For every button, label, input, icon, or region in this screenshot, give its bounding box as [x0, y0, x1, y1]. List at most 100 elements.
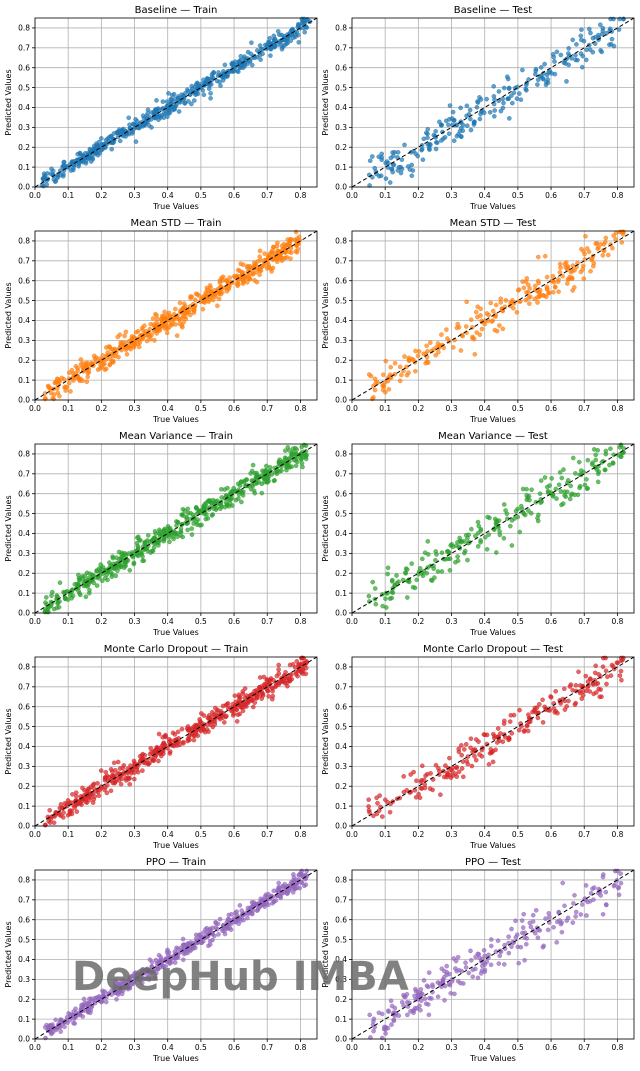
scatter-point [593, 241, 599, 246]
scatter-point [482, 732, 488, 738]
subplot-title: Monte Carlo Dropout — Test [423, 644, 563, 655]
scatter-point [257, 675, 263, 680]
scatter-point [108, 767, 114, 772]
scatter-point [514, 309, 520, 315]
scatter-point [241, 917, 246, 923]
y-tick-label: 0.6 [18, 489, 30, 498]
scatter-point [610, 460, 616, 466]
scatter-point [596, 245, 601, 250]
scatter-point [111, 760, 117, 766]
scatter-point [276, 662, 282, 668]
scatter-point [419, 147, 424, 153]
scatter-point [247, 276, 253, 282]
scatter-point [87, 146, 93, 152]
scatter-point [286, 240, 292, 246]
scatter-point [407, 167, 413, 172]
scatter-point [244, 279, 250, 285]
scatter-point [456, 749, 462, 755]
scatter-point [131, 561, 137, 567]
y-tick-label: 0.1 [335, 589, 347, 598]
x-tick-label: 0.3 [129, 1043, 141, 1052]
scatter-point [473, 309, 479, 315]
scatter-point [75, 373, 80, 379]
scatter-point [507, 523, 513, 529]
scatter-point [198, 508, 204, 513]
scatter-point [63, 388, 68, 393]
x-tick-label: 0.1 [62, 617, 74, 626]
scatter-point [175, 729, 181, 735]
scatter-point [263, 463, 269, 469]
subplot-title: Monte Carlo Dropout — Train [104, 644, 248, 655]
scatter-point [468, 116, 473, 122]
scatter-point [573, 683, 579, 688]
scatter-point [171, 91, 177, 97]
scatter-point [479, 754, 485, 759]
scatter-point [80, 159, 86, 165]
y-axis-label: Predicted Values [4, 282, 13, 348]
scatter-point [492, 108, 498, 113]
scatter-point [258, 57, 263, 63]
scatter-point [593, 452, 599, 458]
scatter-point [230, 503, 235, 508]
scatter-point [497, 529, 502, 534]
x-tick-label: 0.4 [479, 191, 491, 200]
scatter-point [245, 915, 250, 921]
scatter-point [199, 522, 204, 528]
y-tick-label: 0.2 [335, 356, 347, 365]
y-tick-label: 0.3 [335, 549, 347, 558]
x-tick-label: 0.0 [29, 830, 41, 839]
scatter-point [213, 712, 218, 718]
scatter-point [154, 98, 159, 103]
x-tick-label: 0.8 [611, 617, 623, 626]
x-tick-label: 0.8 [294, 830, 306, 839]
scatter-point [98, 768, 104, 773]
scatter-point [562, 698, 567, 704]
scatter-point [563, 264, 569, 270]
scatter-point [135, 769, 141, 775]
scatter-point [293, 672, 299, 677]
scatter-point [608, 446, 613, 452]
scatter-point [458, 348, 464, 353]
subplot-title: Mean Variance — Test [438, 431, 548, 442]
scatter-point [68, 389, 73, 394]
scatter-point [194, 80, 200, 86]
x-tick-label: 0.1 [379, 191, 391, 200]
scatter-point [249, 698, 255, 703]
scatter-point [270, 689, 275, 694]
scatter-point [561, 467, 566, 472]
scatter-point [231, 68, 236, 74]
scatter-point [270, 901, 275, 906]
x-tick-label: 0.2 [412, 191, 424, 200]
scatter-point [57, 393, 62, 399]
scatter-point [158, 115, 164, 120]
scatter-point [516, 960, 522, 966]
scatter-point [564, 79, 569, 84]
y-tick-label: 0.6 [18, 63, 30, 72]
scatter-point [283, 675, 288, 681]
scatter-point [235, 282, 241, 287]
x-tick-label: 0.6 [228, 191, 240, 200]
scatter-point [619, 240, 625, 245]
scatter-point [383, 389, 388, 395]
scatter-point [540, 944, 546, 950]
y-tick-label: 0.1 [18, 802, 30, 811]
scatter-point [249, 40, 254, 46]
y-tick-label: 0.7 [18, 896, 30, 905]
scatter-point [543, 916, 548, 921]
scatter-point [571, 455, 576, 461]
scatter-point [262, 251, 267, 256]
scatter-point [588, 30, 593, 36]
scatter-point [243, 704, 249, 709]
y-tick-label: 0.5 [18, 83, 30, 92]
scatter-point [544, 79, 549, 85]
scatter-point [495, 938, 501, 944]
scatter-point [470, 974, 476, 980]
scatter-point [418, 785, 424, 791]
identity-reference-line [34, 17, 318, 188]
scatter-point [484, 311, 490, 316]
x-tick-label: 0.0 [346, 830, 358, 839]
scatter-point [459, 766, 465, 771]
y-tick-label: 0.1 [335, 1015, 347, 1024]
scatter-point [367, 1012, 373, 1018]
scatter-point [221, 720, 227, 725]
